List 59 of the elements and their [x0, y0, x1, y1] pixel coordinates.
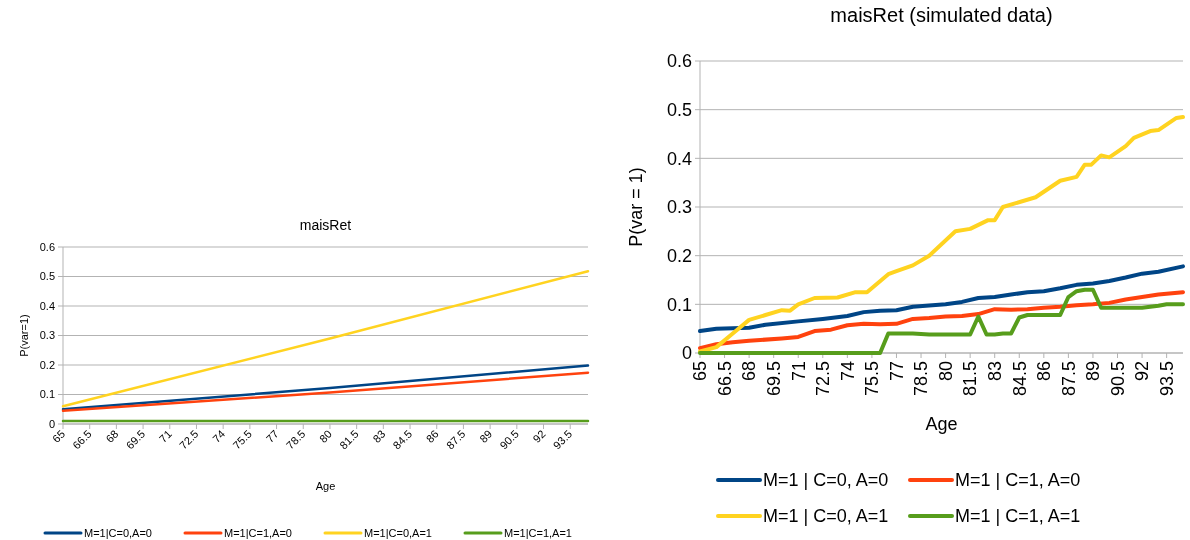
- x-tick-label: 74: [837, 361, 858, 382]
- x-tick-label: 92: [530, 427, 548, 445]
- x-tick-label: 66.5: [714, 361, 735, 397]
- y-axis-title: P(var=1): [17, 314, 30, 357]
- y-tick-label: 0.3: [666, 197, 692, 218]
- x-axis-title: Age: [925, 414, 958, 434]
- x-axis-title: Age: [315, 480, 336, 492]
- x-tick-label: 86: [1034, 361, 1055, 382]
- legend-label: M=1 | C=1, A=0: [955, 470, 1081, 491]
- chart-title: maisRet: [299, 217, 352, 233]
- chart-title: maisRet (simulated data): [830, 4, 1053, 26]
- x-tick-label: 71: [788, 361, 809, 382]
- y-tick-label: 0.2: [666, 245, 692, 266]
- y-tick-label: 0.4: [39, 299, 55, 312]
- x-tick-label: 77: [886, 361, 907, 382]
- x-tick-label: 84.5: [1009, 361, 1030, 397]
- legend-label: M=1|C=0,A=1: [364, 526, 432, 539]
- x-tick-label: 87.5: [1058, 361, 1079, 397]
- legend-label: M=1|C=1,A=1: [504, 526, 572, 539]
- x-tick-label: 92: [1132, 361, 1153, 382]
- y-tick-label: 0.2: [39, 358, 55, 371]
- y-tick-label: 0.6: [666, 51, 692, 72]
- x-tick-label: 86: [423, 427, 441, 445]
- x-tick-label: 89: [477, 427, 495, 445]
- x-tick-label: 65: [49, 427, 68, 445]
- legend-label: M=1|C=0,A=0: [84, 526, 152, 539]
- x-tick-label: 89: [1083, 361, 1104, 382]
- x-tick-label: 69.5: [763, 361, 784, 397]
- x-tick-label: 93.5: [1156, 361, 1177, 397]
- y-tick-label: 0.6: [39, 240, 55, 253]
- line-series: [698, 264, 1185, 334]
- y-tick-label: 0.5: [666, 99, 692, 120]
- x-tick-label: 68: [739, 361, 760, 382]
- y-tick-label: 0.1: [39, 388, 55, 401]
- legend-label: M=1 | C=0, A=1: [763, 506, 889, 527]
- y-tick-label: 0: [681, 343, 692, 364]
- x-tick-label: 90.5: [1107, 361, 1128, 397]
- y-tick-label: 0.5: [39, 270, 55, 283]
- x-tick-label: 83: [370, 427, 388, 445]
- y-tick-label: 0.4: [666, 148, 692, 169]
- x-tick-label: 81.5: [960, 361, 981, 397]
- y-tick-label: 0: [48, 417, 55, 430]
- x-tick-label: 80: [935, 361, 956, 382]
- x-tick-label: 75.5: [862, 361, 883, 397]
- x-tick-label: 65: [690, 361, 711, 382]
- y-tick-label: 0.1: [666, 294, 692, 315]
- x-tick-label: 74: [210, 427, 228, 445]
- y-tick-label: 0.3: [39, 329, 55, 342]
- x-tick-label: 77: [263, 427, 281, 445]
- x-tick-label: 80: [316, 427, 335, 445]
- x-tick-label: 68: [103, 427, 121, 445]
- x-tick-label: 72.5: [813, 361, 834, 397]
- y-axis-title: P(var = 1): [626, 167, 647, 247]
- legend-label: M=1|C=1,A=0: [224, 526, 292, 539]
- legend-label: M=1 | C=1, A=1: [955, 506, 1081, 527]
- x-tick-label: 83: [985, 361, 1006, 382]
- x-tick-label: 71: [156, 427, 174, 445]
- x-tick-label: 78.5: [911, 361, 932, 397]
- legend-label: M=1 | C=0, A=0: [763, 470, 889, 491]
